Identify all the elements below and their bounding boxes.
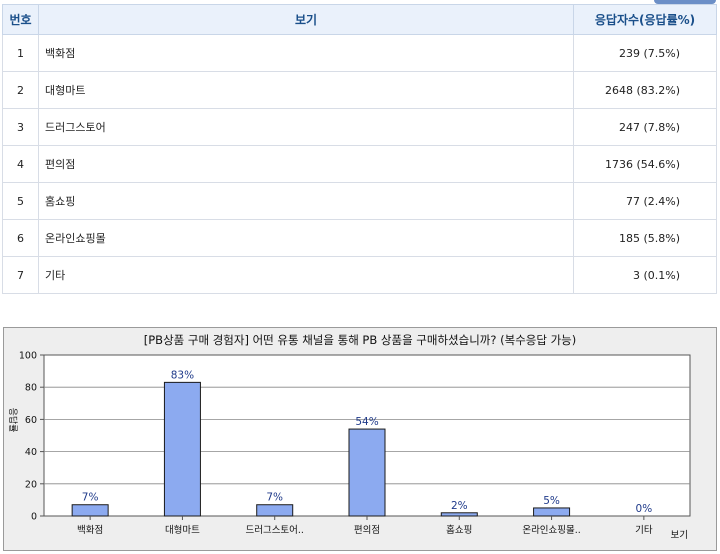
x-axis-label: 보기 xyxy=(671,530,688,541)
row-number: 4 xyxy=(2,145,39,183)
bar xyxy=(71,504,109,517)
bar-value-label: 83% xyxy=(171,369,194,381)
row-option: 기타 xyxy=(38,256,574,294)
header-option: 보기 xyxy=(38,4,574,35)
y-axis-label: 응답률 xyxy=(7,408,19,433)
row-number: 5 xyxy=(2,182,39,220)
row-option: 드러그스토어 xyxy=(38,108,574,146)
row-option: 홈쇼핑 xyxy=(38,182,574,220)
bar-value-label: 5% xyxy=(543,495,560,507)
bar-value-label: 7% xyxy=(266,492,283,504)
table-row: 2 대형마트 2648 (83.2%) xyxy=(2,71,717,109)
table-row: 6 온라인쇼핑몰 185 (5.8%) xyxy=(2,219,717,257)
bar xyxy=(256,504,294,517)
row-count: 77 (2.4%) xyxy=(573,182,717,220)
row-count: 2648 (83.2%) xyxy=(573,71,717,109)
table-row: 7 기타 3 (0.1%) xyxy=(2,256,717,294)
table-row: 5 홈쇼핑 77 (2.4%) xyxy=(2,182,717,220)
row-number: 2 xyxy=(2,71,39,109)
bar-value-label: 54% xyxy=(355,416,378,428)
x-tick-label: 대형마트 xyxy=(165,525,200,536)
table-header-row: 번호 보기 응답자수(응답률%) xyxy=(2,4,717,35)
bar-value-label: 7% xyxy=(82,492,99,504)
row-option: 대형마트 xyxy=(38,71,574,109)
x-tick-label: 기타 xyxy=(635,525,653,536)
chart-panel: [PB상품 구매 경험자] 어떤 유통 채널을 통해 PB 상품을 구매하셨습니… xyxy=(3,327,717,551)
bars-group: 7% 백화점 83% 대형마트 7% 드러그스토어.. 54% 편의점 2% 홈쇼핑 5% 온라인쇼핑… xyxy=(71,369,653,536)
table-row: 3 드러그스토어 247 (7.8%) xyxy=(2,108,717,146)
row-option: 온라인쇼핑몰 xyxy=(38,219,574,257)
x-tick-label: 홈쇼핑 xyxy=(446,524,472,536)
row-number: 3 xyxy=(2,108,39,146)
row-number: 7 xyxy=(2,256,39,294)
x-tick-label: 드러그스토어.. xyxy=(245,525,303,536)
row-count: 3 (0.1%) xyxy=(573,256,717,294)
top-button[interactable] xyxy=(654,0,716,4)
y-tick-label: 40 xyxy=(25,447,37,458)
row-count: 1736 (54.6%) xyxy=(573,145,717,183)
table-row: 1 백화점 239 (7.5%) xyxy=(2,34,717,72)
bar xyxy=(440,512,478,517)
row-number: 6 xyxy=(2,219,39,257)
row-number: 1 xyxy=(2,34,39,72)
y-tick-label: 0 xyxy=(31,512,37,523)
x-tick-label: 온라인쇼핑몰.. xyxy=(522,525,580,536)
bar xyxy=(348,428,386,517)
table-row: 4 편의점 1736 (54.6%) xyxy=(2,145,717,183)
row-count: 247 (7.8%) xyxy=(573,108,717,146)
y-tick-label: 80 xyxy=(25,383,37,394)
header-no: 번호 xyxy=(2,4,39,35)
row-option: 편의점 xyxy=(38,145,574,183)
bar xyxy=(533,507,571,517)
bar-chart: [PB상품 구매 경험자] 어떤 유통 채널을 통해 PB 상품을 구매하셨습니… xyxy=(7,333,691,541)
x-tick-label: 편의점 xyxy=(354,524,380,536)
bar-value-label: 0% xyxy=(636,503,653,515)
row-count: 185 (5.8%) xyxy=(573,219,717,257)
chart-title: [PB상품 구매 경험자] 어떤 유통 채널을 통해 PB 상품을 구매하셨습니… xyxy=(144,333,576,347)
results-table: 번호 보기 응답자수(응답률%) 1 백화점 239 (7.5%) 2 대형마트… xyxy=(2,4,717,294)
row-option: 백화점 xyxy=(38,34,574,72)
header-count: 응답자수(응답률%) xyxy=(573,4,717,35)
y-tick-label: 20 xyxy=(25,479,37,490)
row-count: 239 (7.5%) xyxy=(573,34,717,72)
y-tick-label: 60 xyxy=(25,415,37,426)
bar-value-label: 2% xyxy=(451,500,468,512)
y-tick-label: 100 xyxy=(19,351,37,362)
x-tick-label: 백화점 xyxy=(77,524,103,536)
bar xyxy=(163,381,201,517)
